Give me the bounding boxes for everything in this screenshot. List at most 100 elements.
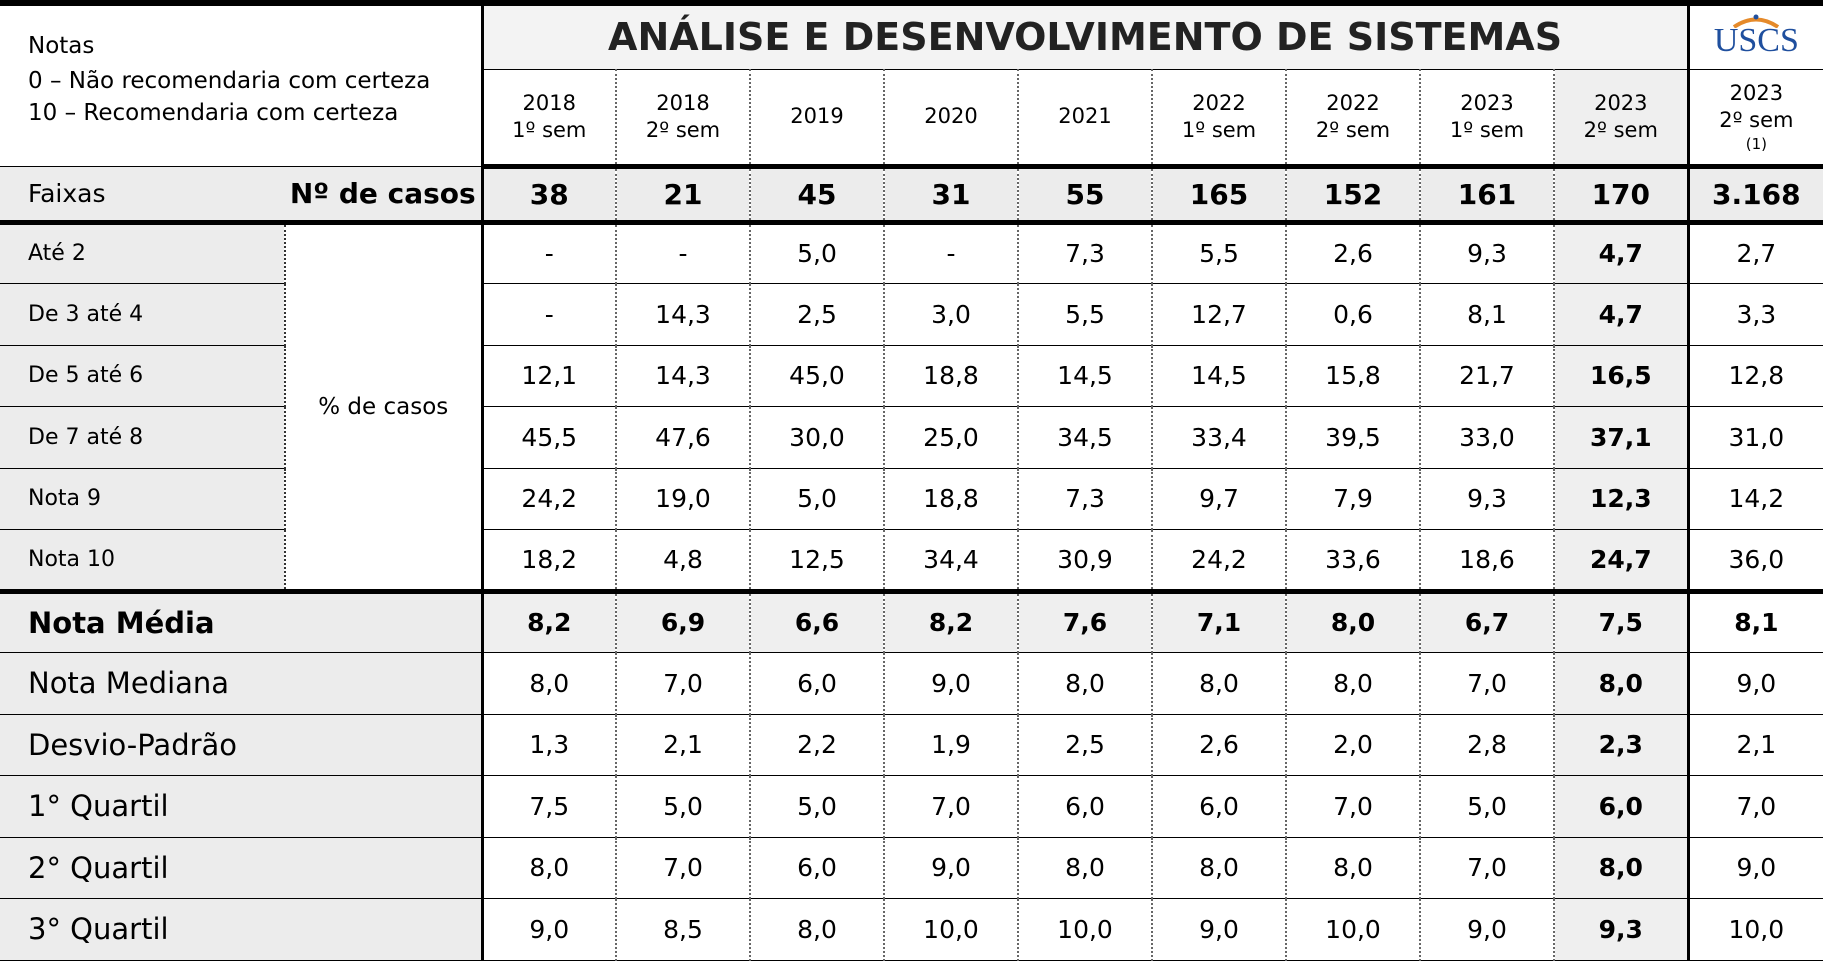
stat-value: 7,0 — [1419, 652, 1555, 715]
column-year: 2019 — [790, 104, 844, 128]
stat-label: Desvio-Padrão — [0, 714, 483, 776]
column-semester: 1º sem — [1181, 117, 1257, 142]
cell-value: 12,7 — [1151, 283, 1287, 346]
cell-value: 21,7 — [1419, 345, 1555, 407]
cell-value: 34,5 — [1017, 406, 1153, 469]
stat-value: 7,1 — [1151, 591, 1287, 653]
cases-value: 45 — [749, 166, 885, 225]
cell-value: 30,0 — [749, 406, 885, 469]
cell-value: 12,8 — [1686, 345, 1823, 407]
column-year: 2020 — [924, 104, 978, 128]
cases-label2: Nº de casos — [285, 166, 484, 225]
cell-value: 18,2 — [480, 529, 617, 594]
cell-value: - — [480, 222, 617, 284]
column-header: 2020 — [883, 69, 1019, 169]
distribution-row: De 3 até 4 -14,3 2,5 3,0 5,5 12,7 0,6 8,1 4,7 3,3 — [0, 283, 1823, 346]
cell-value: 7,9 — [1285, 468, 1421, 530]
stat-value: 6,0 — [749, 652, 885, 715]
stat-value: 7,6 — [1017, 591, 1153, 653]
row-label: De 7 até 8 — [0, 406, 286, 469]
stat-value: 8,0 — [1285, 591, 1421, 653]
cell-value: 47,6 — [615, 406, 751, 469]
column-semester: 2º sem — [645, 117, 721, 142]
cell-value: 45,0 — [749, 345, 885, 407]
stat-value: 7,0 — [1285, 775, 1421, 838]
stat-value: 8,0 — [749, 898, 885, 961]
stat-label: Nota Mediana — [0, 652, 483, 715]
column-semester: 1º sem — [512, 117, 587, 142]
stat-row: 3° Quartil 9,0 8,5 8,0 10,0 10,0 9,0 10,0 9,0 9,3… — [0, 898, 1823, 961]
stat-row: 1° Quartil 7,5 5,0 5,0 7,0 6,0 6,0 7,0 5,0 6,0 7,0 — [0, 775, 1823, 838]
stat-label: 3° Quartil — [0, 898, 483, 961]
distribution-row: De 5 até 6 12,1 14,3 45,0 18,8 14,5 14,5 15,8 21… — [0, 345, 1823, 407]
cell-value: 9,7 — [1151, 468, 1287, 530]
cell-value: 7,3 — [1017, 222, 1153, 284]
cell-value: 34,4 — [883, 529, 1019, 594]
stat-value: 2,8 — [1419, 714, 1555, 776]
stat-value: 1,9 — [883, 714, 1019, 776]
cell-value: 18,6 — [1419, 529, 1555, 594]
stat-value: 2,6 — [1151, 714, 1287, 776]
stat-value: 7,5 — [1553, 591, 1689, 653]
stat-value: 5,0 — [749, 775, 885, 838]
stat-value: 5,0 — [615, 775, 751, 838]
cases-value: 152 — [1285, 166, 1421, 225]
cell-value: 45,5 — [480, 406, 617, 469]
cell-value: 36,0 — [1686, 529, 1823, 594]
cell-value: 9,3 — [1419, 222, 1555, 284]
cell-value: 7,3 — [1017, 468, 1153, 530]
cell-value: 18,8 — [883, 345, 1019, 407]
stat-row: 2° Quartil 8,0 7,0 6,0 9,0 8,0 8,0 8,0 7,0 8,0 9,0 — [0, 837, 1823, 899]
cell-value: 33,0 — [1419, 406, 1555, 469]
stat-label: 2° Quartil — [0, 837, 483, 899]
cases-label: Faixas — [0, 166, 285, 225]
group-label: % de casos — [285, 222, 483, 594]
logo-cell: USCS — [1686, 3, 1823, 70]
column-header: 2023 2º sem — [1553, 69, 1689, 169]
cell-value: 2,6 — [1285, 222, 1421, 284]
cases-value: 31 — [883, 166, 1019, 225]
stat-value: 9,0 — [883, 837, 1019, 899]
cell-value: 14,3 — [615, 345, 751, 407]
cell-value: 24,7 — [1553, 529, 1689, 594]
logo-arc — [1733, 14, 1780, 29]
cell-value: 12,3 — [1553, 468, 1689, 530]
stat-value: 8,2 — [883, 591, 1019, 653]
column-header: 2021 — [1017, 69, 1153, 169]
distribution-row: De 7 até 8 45,5 47,6 30,0 25,0 34,5 33,4 39,5 33… — [0, 406, 1823, 469]
column-header: 2019 — [749, 69, 885, 169]
stat-value: 6,6 — [749, 591, 885, 653]
column-year: 2023 — [1460, 90, 1514, 115]
cell-value: 31,0 — [1686, 406, 1823, 469]
stat-value: 8,2 — [480, 591, 617, 653]
row-label: Nota 9 — [0, 468, 286, 530]
cell-value: 2,5 — [749, 283, 885, 346]
cell-value: 5,5 — [1151, 222, 1287, 284]
column-semester: 2º sem — [1719, 107, 1794, 132]
cell-value: 39,5 — [1285, 406, 1421, 469]
stat-value: 7,5 — [480, 775, 617, 838]
stat-value: 6,7 — [1419, 591, 1555, 653]
stat-value: 8,0 — [1151, 652, 1287, 715]
cell-value: 5,0 — [749, 222, 885, 284]
stat-value: 10,0 — [1285, 898, 1421, 961]
cell-value: 3,0 — [883, 283, 1019, 346]
cell-value: 14,2 — [1686, 468, 1823, 530]
cell-value: 5,5 — [1017, 283, 1153, 346]
stat-value: 10,0 — [883, 898, 1019, 961]
stat-value: 2,2 — [749, 714, 885, 776]
cell-value: 14,5 — [1151, 345, 1287, 407]
column-semester: 2º sem — [1315, 117, 1391, 142]
distribution-row: Nota 10 18,2 4,8 12,5 34,4 30,9 24,2 33,6 18,6 24… — [0, 529, 1823, 594]
stat-value: 6,0 — [1553, 775, 1689, 838]
column-header: 2022 2º sem — [1285, 69, 1421, 169]
stat-value: 9,3 — [1553, 898, 1689, 961]
stat-value: 8,1 — [1686, 591, 1823, 653]
cell-value: 30,9 — [1017, 529, 1153, 594]
cases-row: Faixas Nº de casos 38 21 45 31 55 165 152 161 170 3… — [0, 166, 1823, 225]
column-header: 2022 1º sem — [1151, 69, 1287, 169]
stat-value: 7,0 — [883, 775, 1019, 838]
stat-value: 8,0 — [480, 837, 617, 899]
stat-value: 8,0 — [1285, 837, 1421, 899]
